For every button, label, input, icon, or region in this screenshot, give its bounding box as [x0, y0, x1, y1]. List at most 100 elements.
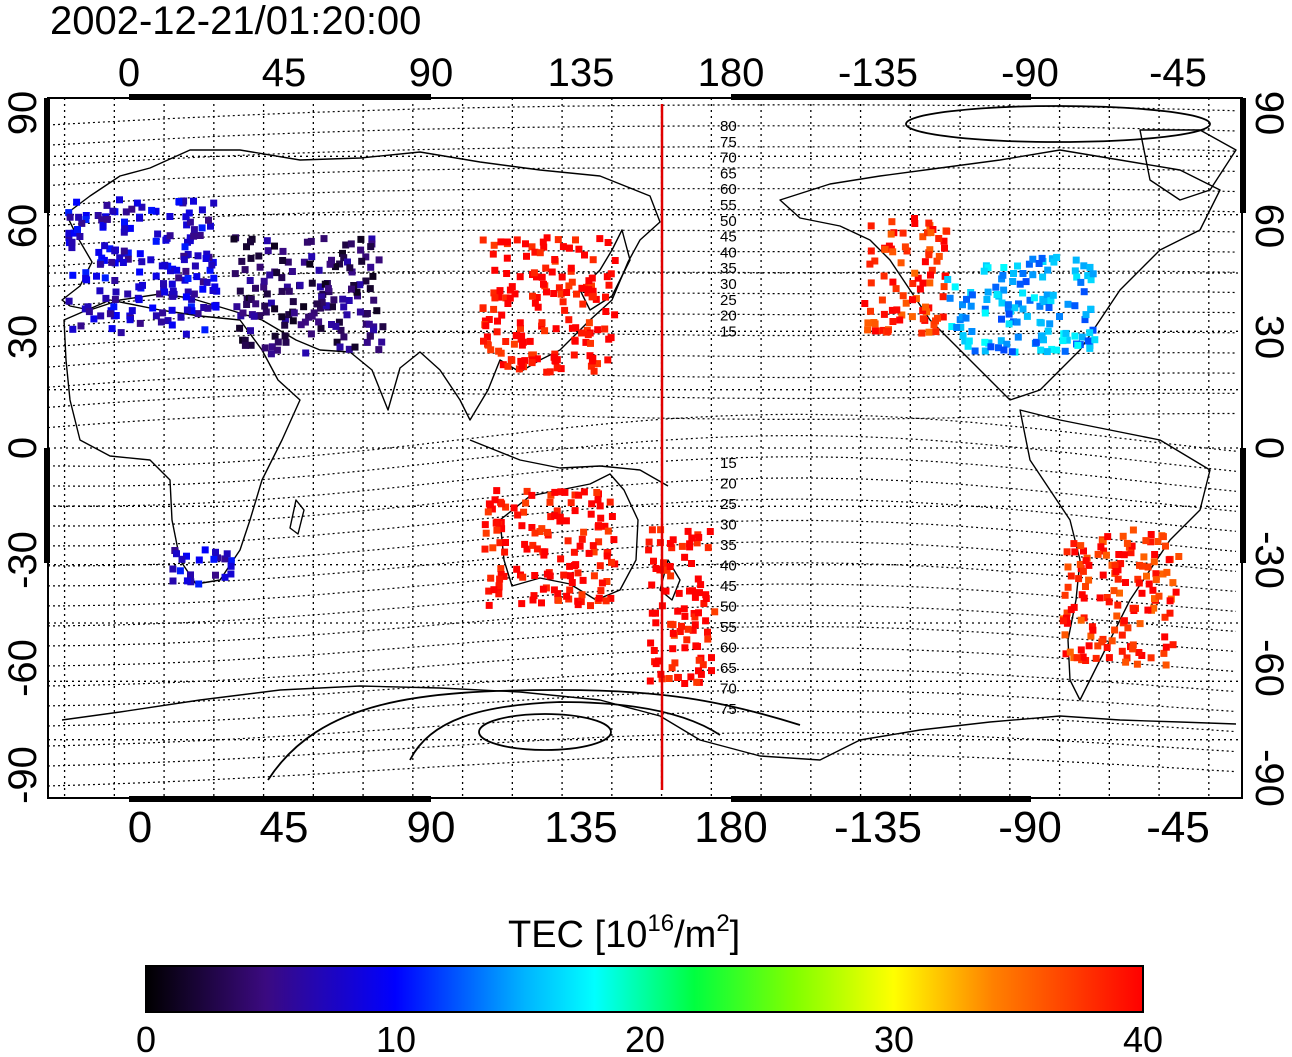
tec-pixel [564, 537, 572, 545]
tec-pixel [347, 240, 355, 248]
tec-pixel [566, 562, 574, 570]
magnetic-contour [48, 519, 1237, 567]
tec-pixel [183, 221, 191, 229]
tec-pixel [662, 587, 670, 595]
tec-pixel [571, 491, 579, 499]
tec-pixel [695, 667, 702, 675]
tec-pixel [128, 307, 136, 315]
tec-pixel [1120, 551, 1128, 559]
magnetic-contour [48, 125, 1237, 146]
tec-pixel [485, 601, 493, 609]
tec-pixel [518, 341, 526, 349]
tec-pixel [1108, 637, 1116, 645]
tec-pixel [543, 288, 550, 296]
tec-pixel [268, 343, 276, 351]
tec-pixel [84, 303, 92, 311]
contour-label: 75 [720, 134, 737, 151]
tec-pixel [962, 314, 970, 322]
tec-pixel [1043, 291, 1051, 299]
tec-pixel [1064, 583, 1072, 591]
tec-pixel [211, 283, 219, 291]
lon-label-bottom: 0 [128, 803, 152, 852]
tec-pixel [551, 256, 559, 263]
tec-pixel [185, 209, 193, 217]
tec-pixel [78, 219, 86, 227]
tec-pixel [553, 364, 561, 372]
lat-label-right: 60 [1247, 204, 1291, 249]
tec-pixel [596, 235, 604, 243]
tec-pixel [1038, 332, 1046, 340]
tec-pixel [957, 323, 965, 331]
tec-pixel [209, 287, 217, 294]
lon-label-top: 0 [118, 51, 140, 95]
tec-pixel [1087, 276, 1095, 284]
tec-pixel [1064, 300, 1072, 308]
tec-pixel [926, 279, 934, 287]
tec-pixel [590, 572, 598, 580]
tec-pixel [1053, 346, 1061, 354]
tec-pixel [307, 237, 315, 245]
tec-pixel [897, 259, 905, 267]
tec-pixel [568, 579, 576, 586]
lon-label-bottom: 45 [260, 803, 309, 852]
tec-pixel [510, 504, 518, 512]
tec-pixel [684, 527, 692, 535]
contour-label: 20 [720, 476, 737, 493]
tec-pixel [308, 312, 316, 320]
tec-pixel [65, 229, 73, 237]
tec-pixel [168, 321, 176, 329]
tec-pixel [187, 303, 195, 311]
tec-pixel [180, 256, 188, 264]
tec-pixel [918, 329, 926, 337]
tec-pixel [337, 326, 345, 334]
tec-pixel [939, 293, 947, 301]
tec-pixel [588, 357, 596, 365]
tec-pixel [489, 544, 497, 552]
tec-pixel [1152, 570, 1160, 578]
tec-pixel [1038, 254, 1046, 262]
tec-pixel [1077, 278, 1085, 286]
tec-pixel [561, 306, 569, 314]
tec-pixel [261, 302, 269, 310]
tec-pixel [95, 248, 103, 256]
tec-pixel [567, 264, 575, 272]
tec-pixel [491, 266, 499, 274]
tec-pixel [571, 337, 579, 345]
tec-pixel [288, 268, 296, 275]
tec-pixel [550, 586, 558, 594]
tec-pixel [499, 361, 507, 369]
tec-pixel [691, 621, 699, 629]
tec-pixel [987, 343, 995, 351]
tec-pixel [300, 303, 308, 311]
tec-pixel [992, 283, 1000, 291]
tec-pixel [1063, 336, 1071, 344]
tec-pixel [274, 338, 282, 346]
tec-pixel [369, 272, 377, 280]
tec-pixel [700, 600, 708, 607]
frame-ticks [44, 94, 1246, 802]
tec-pixel [925, 219, 933, 227]
tec-pixel [695, 609, 702, 617]
tec-pixel [263, 237, 271, 245]
tec-pixel [965, 337, 973, 345]
tec-pixel [252, 300, 260, 308]
tec-pixel [585, 549, 593, 557]
tec-pixel [669, 621, 677, 629]
contour-label: 55 [720, 619, 737, 636]
tec-pixel [948, 323, 956, 330]
tec-pixel [213, 287, 221, 295]
tec-pixel [494, 317, 501, 325]
tec-pixel [121, 225, 129, 233]
tec-pixel [1053, 253, 1061, 261]
tec-pixel [190, 232, 198, 240]
tec-pixel [1004, 301, 1012, 309]
tec-pixel [1005, 310, 1013, 318]
tec-pixel [332, 322, 340, 330]
tec-pixel [1154, 538, 1162, 545]
tec-pixel [112, 312, 120, 319]
tec-pixel [133, 199, 141, 207]
tec-pixel [503, 270, 511, 277]
tec-pixel [227, 557, 235, 565]
tec-pixel [889, 278, 897, 286]
